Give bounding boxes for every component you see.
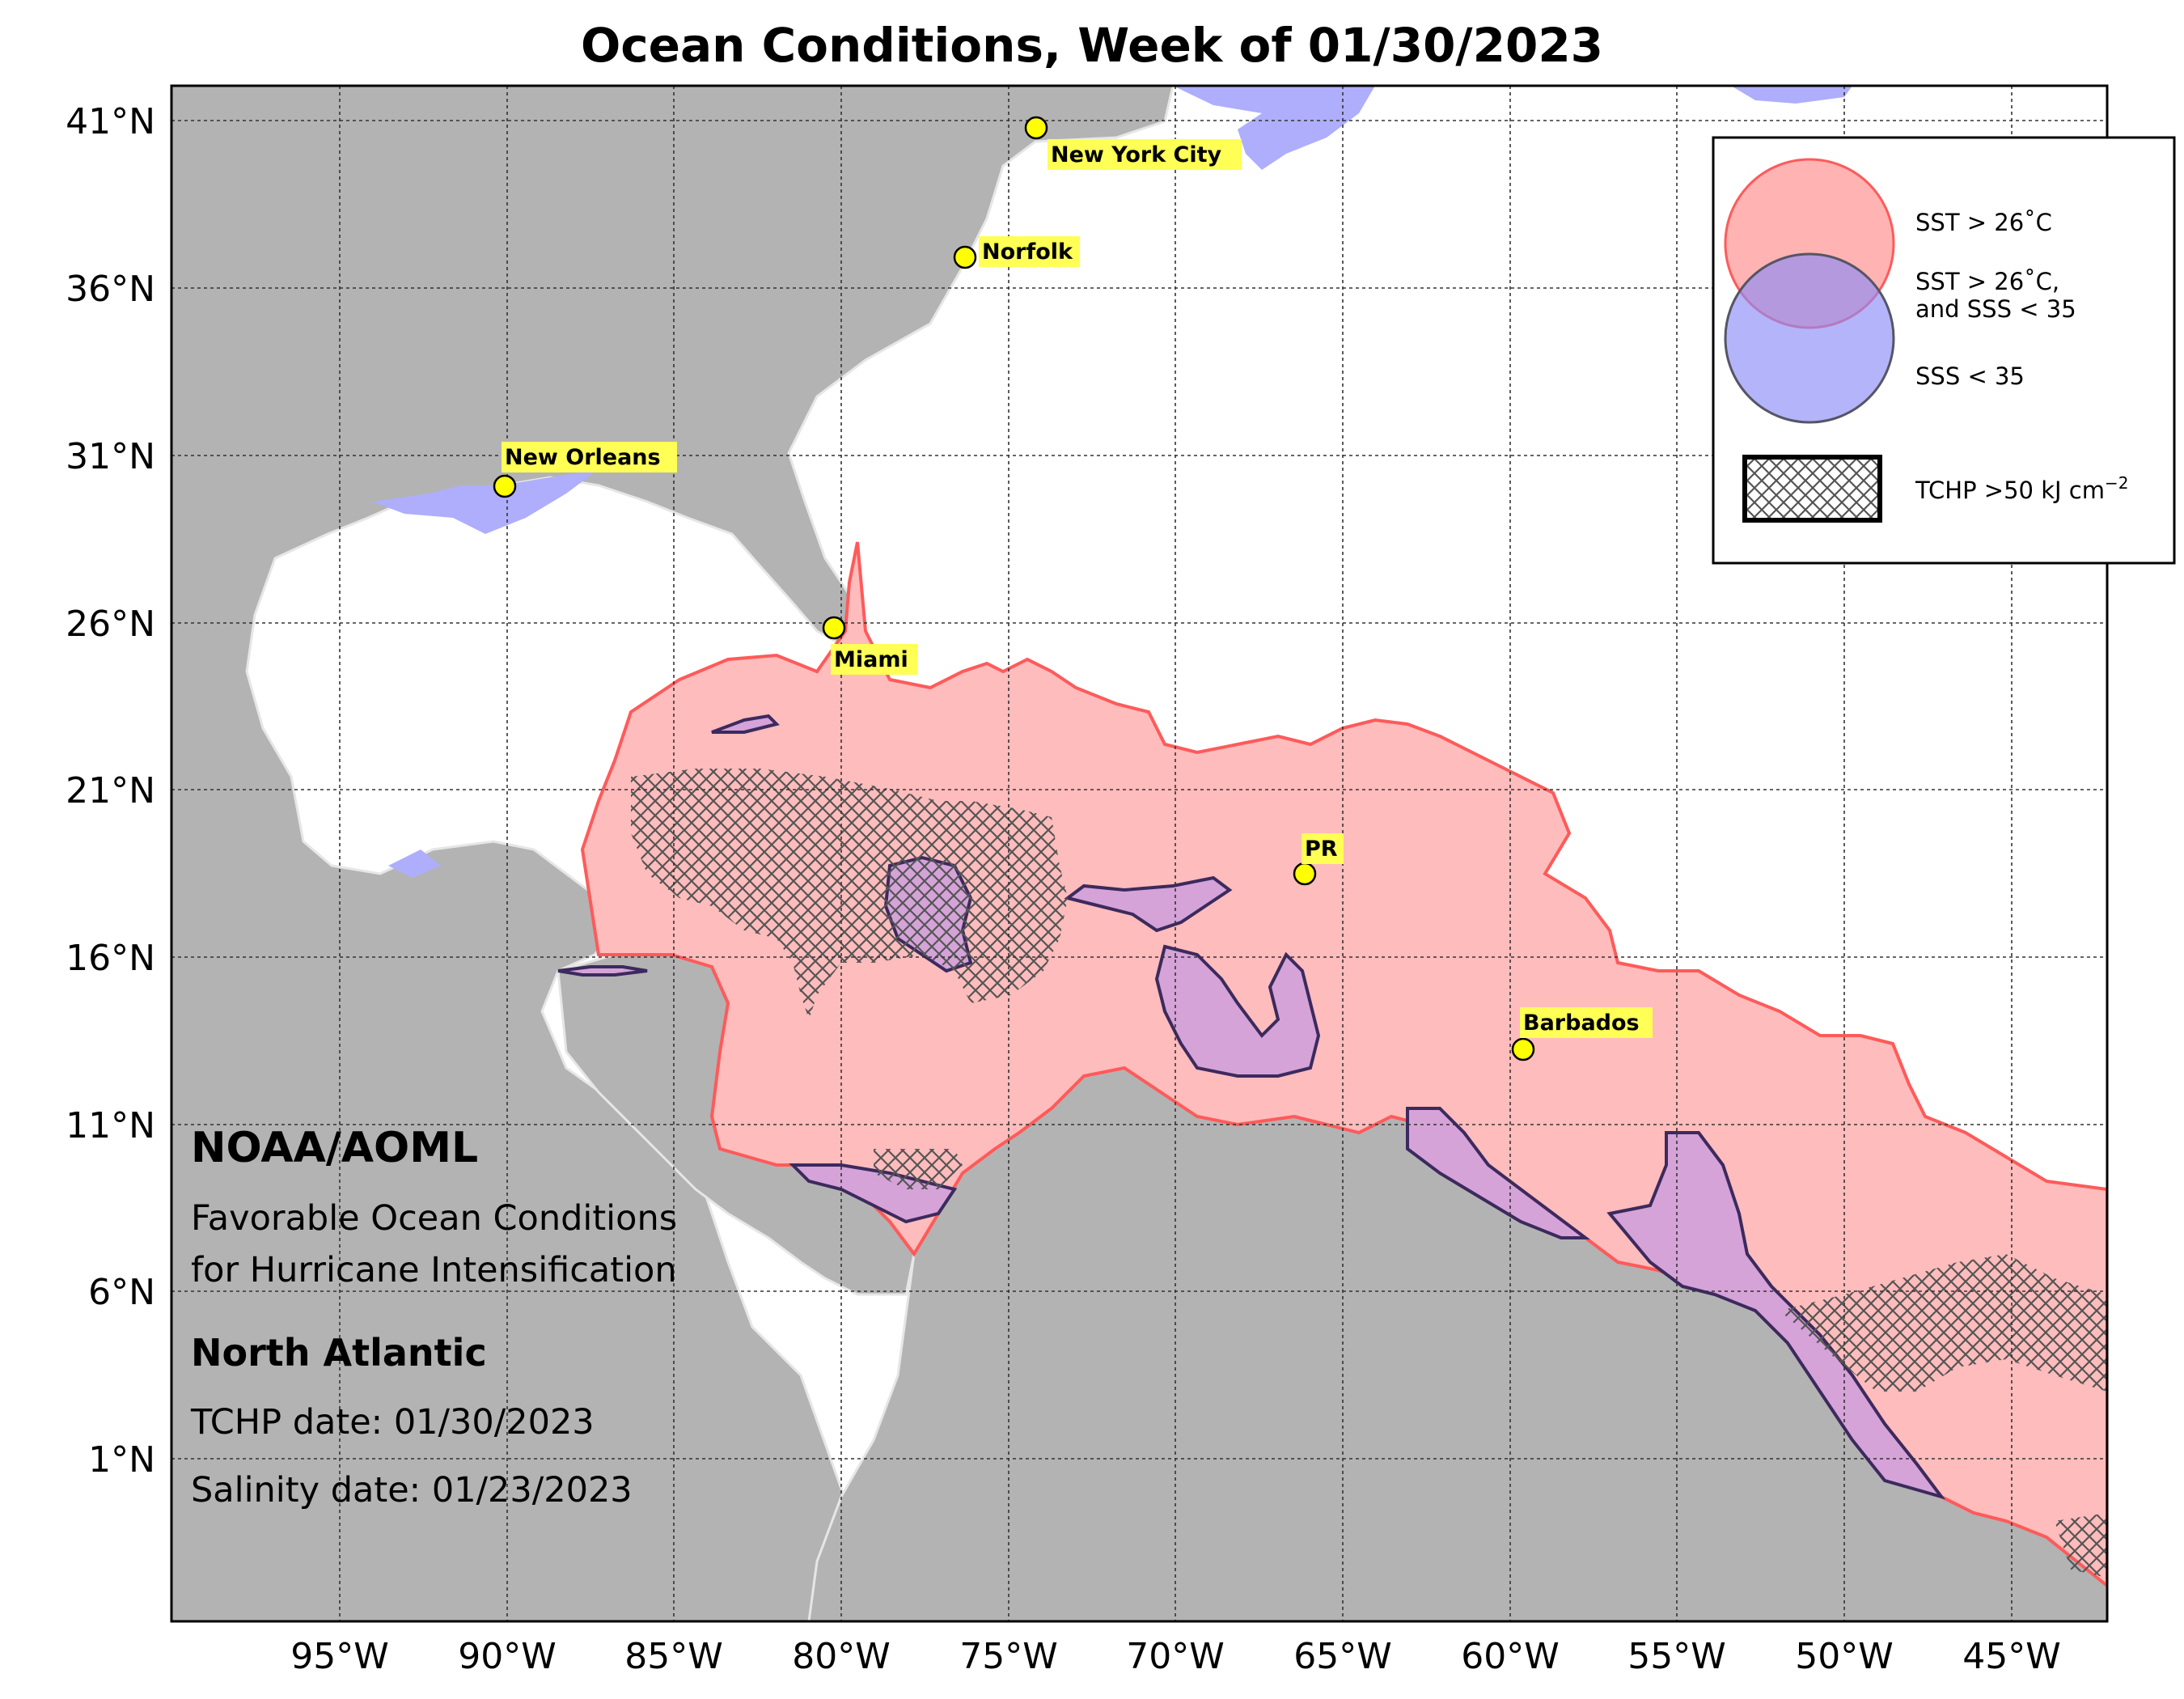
city-label-new-york: New York City <box>1051 142 1222 167</box>
legend-tchp-exponent: −2 <box>2105 473 2128 493</box>
lon-label-85w: 85°W <box>624 1636 723 1677</box>
lon-label-90w: 90°W <box>458 1636 557 1677</box>
lon-label-55w: 55°W <box>1627 1636 1726 1677</box>
tchp-region-panama <box>874 1149 963 1189</box>
city-label-norfolk: Norfolk <box>982 239 1073 265</box>
lon-label-75w: 75°W <box>959 1636 1058 1677</box>
info-org: NOAA/AOML <box>191 1124 478 1172</box>
city-norfolk[interactable]: Norfolk <box>953 236 1080 269</box>
city-label-miami: Miami <box>834 647 908 672</box>
info-block: NOAA/AOML Favorable Ocean Conditions for… <box>190 1124 677 1510</box>
lon-label-65w: 65°W <box>1293 1636 1392 1677</box>
city-label-box-pr <box>1302 833 1344 864</box>
city-barbados[interactable]: Barbados <box>1511 1007 1653 1061</box>
city-label-box-miami <box>831 644 917 675</box>
city-marker-miami[interactable] <box>822 616 846 640</box>
legend-sss-label: SSS < 35 <box>1915 362 2025 390</box>
city-marker-new-york[interactable] <box>1024 116 1048 140</box>
lat-label-11n: 11°N <box>66 1105 155 1146</box>
info-subtitle-line1: Favorable Ocean Conditions <box>191 1198 677 1239</box>
latitude-labels: 41°N 36°N 31°N 26°N 21°N 16°N 11°N 6°N 1… <box>66 101 155 1481</box>
info-tchp-date: TCHP date: 01/30/2023 <box>190 1402 595 1443</box>
lat-label-31n: 31°N <box>66 436 155 477</box>
lat-label-36n: 36°N <box>66 269 155 310</box>
legend: SST > 26˚C SST > 26˚C, and SSS < 35 SSS … <box>1712 136 2176 565</box>
info-subtitle-line2: for Hurricane Intensification <box>191 1250 677 1290</box>
sst-sss-region-orinoco <box>1406 1107 1590 1239</box>
map-title: Ocean Conditions, Week of 01/30/2023 <box>580 18 1604 73</box>
legend-sst-sss-label-line2: and SSS < 35 <box>1915 295 2076 323</box>
legend-tchp-swatch <box>1742 455 1882 523</box>
lon-label-50w: 50°W <box>1795 1636 1894 1677</box>
city-label-box-norfolk <box>979 236 1080 267</box>
legend-sst-label: SST > 26˚C <box>1915 209 2052 236</box>
city-marker-new-orleans[interactable] <box>493 474 517 498</box>
sss-region-gulf-west <box>388 850 441 878</box>
sst-sss-region-guiana <box>1606 1131 1946 1500</box>
tchp-region-amazon <box>2055 1513 2107 1578</box>
city-pr[interactable]: PR <box>1293 833 1344 886</box>
lat-label-26n: 26°N <box>66 604 155 645</box>
legend-sst-sss-label-line1: SST > 26˚C, <box>1915 268 2059 295</box>
city-label-box-barbados <box>1520 1007 1653 1038</box>
city-label-box-new-york <box>1048 139 1242 170</box>
tchp-region-caribbean <box>631 769 1068 1019</box>
lon-label-95w: 95°W <box>290 1636 389 1677</box>
lon-label-45w: 45°W <box>1962 1636 2061 1677</box>
city-label-box-new-orleans <box>502 442 677 472</box>
lat-label-16n: 16°N <box>66 938 155 979</box>
city-label-new-orleans: New Orleans <box>505 445 661 470</box>
lat-label-21n: 21°N <box>66 770 155 811</box>
city-label-barbados: Barbados <box>1523 1011 1640 1036</box>
map-frame <box>170 84 2109 1623</box>
legend-tchp-text: TCHP >50 kJ cm <box>1915 477 2105 504</box>
sst-sss-region-cuba-north <box>711 714 780 734</box>
city-marker-pr[interactable] <box>1293 862 1317 886</box>
lat-label-1n: 1°N <box>88 1439 155 1481</box>
city-marker-barbados[interactable] <box>1511 1037 1535 1061</box>
sst-sss-region-honduras <box>557 965 648 977</box>
tchp-region-atlantic <box>1780 1254 2107 1392</box>
info-salinity-date: Salinity date: 01/23/2023 <box>191 1470 633 1510</box>
lat-label-41n: 41°N <box>66 101 155 142</box>
sss-region-northeast <box>1731 86 1852 104</box>
sst-sss-region-aves <box>1154 944 1321 1078</box>
lat-label-6n: 6°N <box>88 1272 155 1313</box>
city-new-orleans[interactable]: New Orleans <box>493 442 677 498</box>
legend-sss-swatch <box>1724 252 1895 424</box>
sss-region-gulf <box>372 469 599 534</box>
lon-label-70w: 70°W <box>1126 1636 1225 1677</box>
city-label-pr: PR <box>1305 837 1338 862</box>
info-region: North Atlantic <box>191 1331 487 1375</box>
city-new-york[interactable]: New York City <box>1024 116 1242 170</box>
city-marker-norfolk[interactable] <box>953 245 977 269</box>
longitude-labels: 95°W 90°W 85°W 80°W 75°W 70°W 65°W 60°W … <box>290 1636 2061 1677</box>
lon-label-80w: 80°W <box>792 1636 891 1677</box>
legend-tchp-label: TCHP >50 kJ cm−2 <box>1915 473 2128 504</box>
sst-sss-region-jamaica <box>1064 875 1233 933</box>
city-miami[interactable]: Miami <box>822 616 917 675</box>
lon-label-60w: 60°W <box>1461 1636 1560 1677</box>
sss-region-north <box>1173 86 1375 170</box>
